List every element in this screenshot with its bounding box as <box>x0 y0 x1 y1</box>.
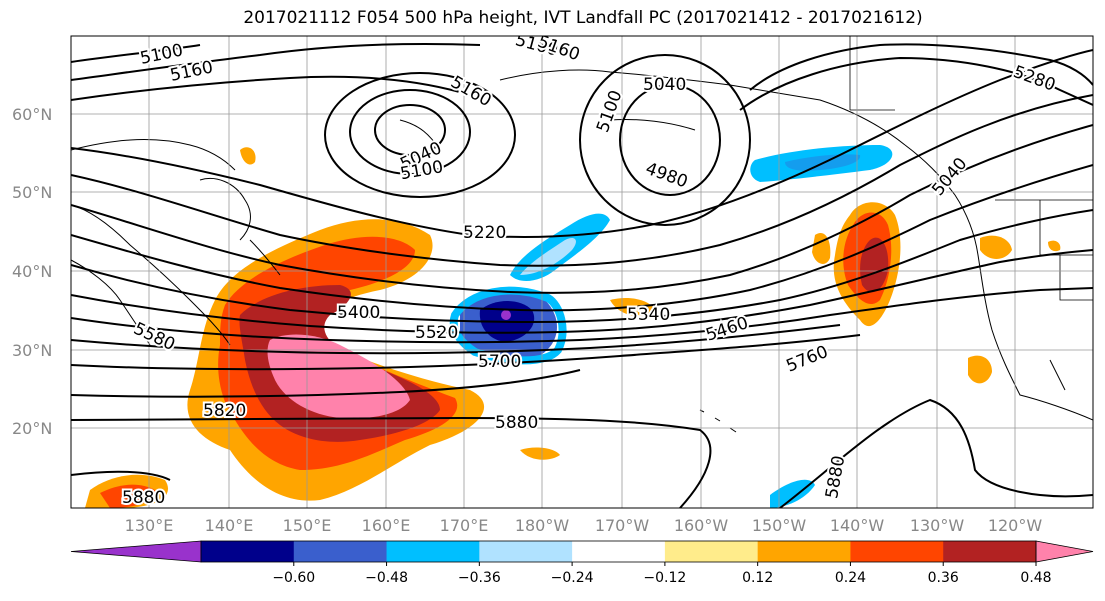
colorbar-segment <box>572 541 666 562</box>
contour-label: 5700 <box>478 352 521 372</box>
height-contours <box>71 42 1093 508</box>
colorbar-tick-label: 0.12 <box>742 570 773 586</box>
lat-label-30n: 30°N <box>12 341 52 360</box>
contour-label: 5340 <box>627 305 670 325</box>
lon-label: 150°W <box>752 516 807 535</box>
colorbar-segment <box>850 541 944 562</box>
colorbar-segment <box>201 541 295 562</box>
lon-label: 160°E <box>362 516 411 535</box>
colorbar-segment <box>386 541 480 562</box>
colorbar-tick-label: 0.48 <box>1020 570 1051 586</box>
colorbar-segment <box>293 541 388 562</box>
colorbar-segment <box>664 541 759 562</box>
colorbar-extend-low <box>70 540 202 563</box>
contour-label: 5880 <box>495 413 538 433</box>
colorbar-tick-label: −0.12 <box>643 570 686 586</box>
contour-label: 5520 <box>415 323 458 343</box>
longitude-labels: 130°E 140°E 150°E 160°E 170°E 180°W 170°… <box>125 516 1043 535</box>
lon-label: 160°W <box>674 516 729 535</box>
latitude-labels: 60°N 50°N 40°N 30°N 20°N <box>12 105 52 438</box>
lat-label-40n: 40°N <box>12 262 52 281</box>
colorbar-segment <box>757 541 851 562</box>
lat-label-50n: 50°N <box>12 183 52 202</box>
lon-label: 140°W <box>830 516 885 535</box>
contour-label: 5400 <box>337 303 380 323</box>
lat-label-60n: 60°N <box>12 105 52 124</box>
colorbar-tick-label: 0.24 <box>835 570 866 586</box>
colorbar-extend-high <box>1035 540 1094 563</box>
colorbar-tick-label: −0.36 <box>458 570 501 586</box>
contour-label: 5040 <box>643 75 686 95</box>
map-frame <box>70 35 1094 509</box>
lon-label: 170°W <box>595 516 650 535</box>
colorbar-tick-label: −0.48 <box>365 570 408 586</box>
map-title: 2017021112 F054 500 hPa height, IVT Land… <box>243 8 923 28</box>
lon-label: 130°E <box>125 516 174 535</box>
lon-label: 120°W <box>988 516 1043 535</box>
contour-label: 5880 <box>122 488 165 508</box>
colorbar: −0.60 −0.48 −0.36 −0.24 −0.12 0.12 0.24 0.36 0.4… <box>70 540 1094 586</box>
lon-label: 170°E <box>440 516 489 535</box>
lon-label: 130°W <box>910 516 965 535</box>
colorbar-segment <box>943 541 1037 562</box>
lat-label-20n: 20°N <box>12 419 52 438</box>
contour-label: 5220 <box>463 223 506 243</box>
lon-label: 140°E <box>205 516 254 535</box>
colorbar-tick-label: 0.36 <box>928 570 959 586</box>
contour-label: 5820 <box>203 401 246 421</box>
colorbar-tick-label: −0.24 <box>551 570 594 586</box>
colorbar-segment <box>479 541 573 562</box>
lon-label: 180°W <box>515 516 570 535</box>
colorbar-border <box>200 540 1037 563</box>
lon-label: 150°E <box>283 516 332 535</box>
colorbar-tick-label: −0.60 <box>272 570 315 586</box>
